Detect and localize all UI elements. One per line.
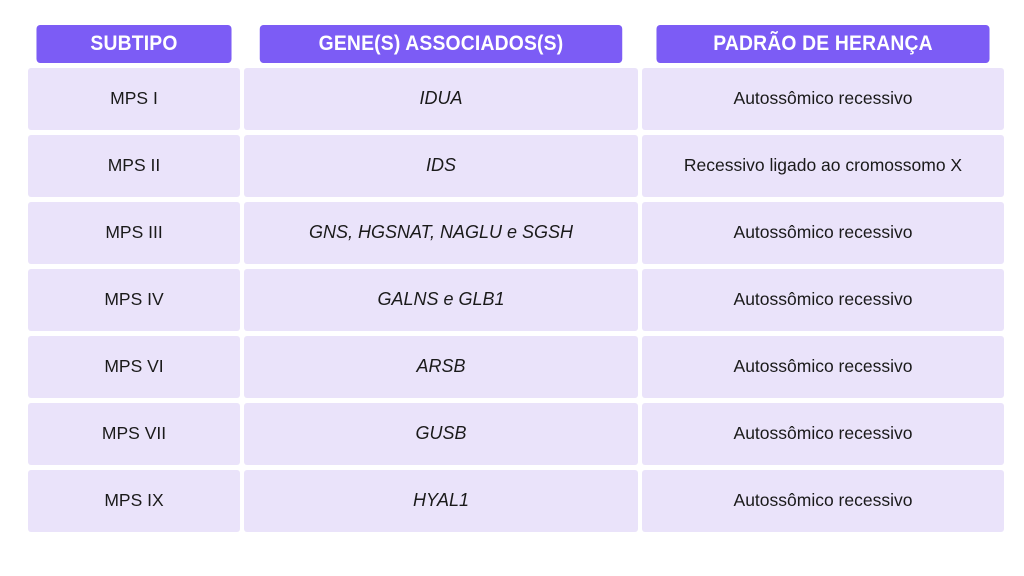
- table-row: MPS IV GALNS e GLB1 Autossômico recessiv…: [28, 269, 1004, 331]
- cell-heranca: Autossômico recessivo: [642, 68, 1004, 130]
- cell-subtipo: MPS IV: [28, 269, 240, 331]
- cell-heranca: Autossômico recessivo: [642, 269, 1004, 331]
- mps-table-container: SUBTIPO GENE(S) ASSOCIADOS(S) PADRÃO DE …: [28, 25, 1004, 553]
- cell-heranca: Autossômico recessivo: [642, 470, 1004, 532]
- mps-subtypes-table: SUBTIPO GENE(S) ASSOCIADOS(S) PADRÃO DE …: [24, 20, 1008, 537]
- table-row: MPS II IDS Recessivo ligado ao cromossom…: [28, 135, 1004, 197]
- cell-subtipo: MPS VII: [28, 403, 240, 465]
- cell-heranca: Autossômico recessivo: [642, 336, 1004, 398]
- cell-heranca: Recessivo ligado ao cromossomo X: [642, 135, 1004, 197]
- column-header-genes: GENE(S) ASSOCIADOS(S): [259, 25, 623, 63]
- cell-genes: HYAL1: [244, 470, 638, 532]
- cell-genes: IDUA: [244, 68, 638, 130]
- column-header-subtipo: SUBTIPO: [36, 25, 232, 63]
- cell-subtipo: MPS I: [28, 68, 240, 130]
- table-header: SUBTIPO GENE(S) ASSOCIADOS(S) PADRÃO DE …: [28, 25, 1004, 63]
- cell-heranca: Autossômico recessivo: [642, 202, 1004, 264]
- cell-subtipo: MPS VI: [28, 336, 240, 398]
- cell-genes: GALNS e GLB1: [244, 269, 638, 331]
- cell-genes: GNS, HGSNAT, NAGLU e SGSH: [244, 202, 638, 264]
- cell-genes: ARSB: [244, 336, 638, 398]
- cell-subtipo: MPS IX: [28, 470, 240, 532]
- table-row: MPS III GNS, HGSNAT, NAGLU e SGSH Autoss…: [28, 202, 1004, 264]
- table-header-row: SUBTIPO GENE(S) ASSOCIADOS(S) PADRÃO DE …: [28, 25, 1004, 63]
- cell-genes: GUSB: [244, 403, 638, 465]
- cell-heranca: Autossômico recessivo: [642, 403, 1004, 465]
- table-row: MPS VI ARSB Autossômico recessivo: [28, 336, 1004, 398]
- table-row: MPS IX HYAL1 Autossômico recessivo: [28, 470, 1004, 532]
- cell-subtipo: MPS III: [28, 202, 240, 264]
- column-header-heranca: PADRÃO DE HERANÇA: [656, 25, 990, 63]
- table-row: MPS I IDUA Autossômico recessivo: [28, 68, 1004, 130]
- cell-subtipo: MPS II: [28, 135, 240, 197]
- table-body: MPS I IDUA Autossômico recessivo MPS II …: [28, 68, 1004, 532]
- table-row: MPS VII GUSB Autossômico recessivo: [28, 403, 1004, 465]
- cell-genes: IDS: [244, 135, 638, 197]
